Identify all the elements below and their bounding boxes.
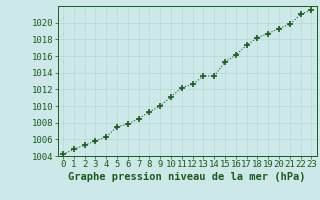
X-axis label: Graphe pression niveau de la mer (hPa): Graphe pression niveau de la mer (hPa)	[68, 172, 306, 182]
